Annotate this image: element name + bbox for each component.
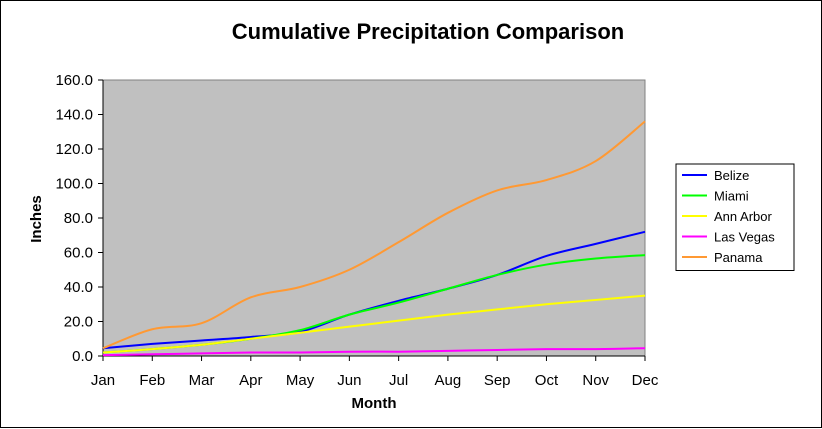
x-tick-label: Jun xyxy=(337,372,361,389)
y-tick-label: 40.0 xyxy=(64,279,93,296)
y-tick-label: 120.0 xyxy=(55,141,93,158)
x-tick-label: Mar xyxy=(189,372,215,389)
x-tick-label: Dec xyxy=(632,372,659,389)
x-axis-label: Month xyxy=(352,395,397,412)
plot-area xyxy=(102,79,646,357)
y-axis: 0.0 20.0 40.0 60.0 80.0 100.0 120.0 140.0 160.0 xyxy=(55,72,104,365)
series-lines xyxy=(102,120,646,357)
legend-label: Las Vegas xyxy=(714,230,775,245)
series-line-las-vegas xyxy=(102,347,646,357)
chart-title: Cumulative Precipitation Comparison xyxy=(232,19,624,44)
x-tick-label: Sep xyxy=(484,372,511,389)
x-axis: Jan Feb Mar Apr May Jun Jul Aug Sep Oct Nov Dec xyxy=(91,355,659,389)
x-tick-label: Jul xyxy=(389,372,408,389)
legend-label: Miami xyxy=(714,189,749,204)
series-line-panama xyxy=(102,120,646,350)
x-tick-label: Feb xyxy=(139,372,165,389)
y-tick-label: 80.0 xyxy=(64,210,93,227)
y-tick-label: 160.0 xyxy=(55,72,93,89)
x-tick-label: Oct xyxy=(535,372,559,389)
x-tick-label: Apr xyxy=(239,372,262,389)
x-tick-label: Aug xyxy=(435,372,462,389)
series-line-ann-arbor xyxy=(102,294,646,354)
y-tick-label: 0.0 xyxy=(72,348,93,365)
legend-box xyxy=(675,163,795,271)
y-tick-label: 60.0 xyxy=(64,245,93,262)
legend-label: Panama xyxy=(714,250,763,265)
series-line-belize xyxy=(102,230,646,350)
x-tick-label: May xyxy=(286,372,315,389)
legend-label: Belize xyxy=(714,168,749,183)
y-axis-label: Inches xyxy=(28,195,45,243)
legend-label: Ann Arbor xyxy=(714,209,772,224)
y-tick-label: 100.0 xyxy=(55,176,93,193)
y-tick-label: 140.0 xyxy=(55,107,93,124)
y-tick-label: 20.0 xyxy=(64,314,93,331)
legend: Belize Miami Ann Arbor Las Vegas Panama xyxy=(675,163,795,271)
x-tick-label: Nov xyxy=(582,372,609,389)
x-tick-label: Jan xyxy=(91,372,115,389)
